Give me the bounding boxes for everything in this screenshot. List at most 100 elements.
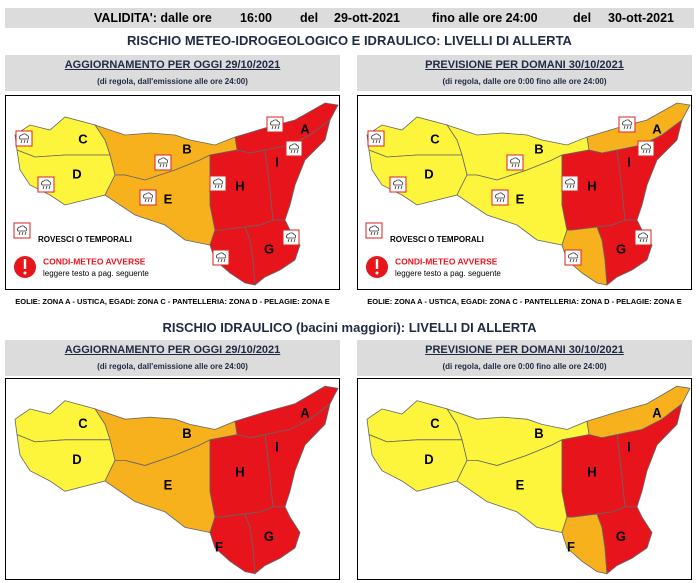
legend: ROVESCI O TEMPORALI CONDI-METEO AVVERSE le… xyxy=(13,222,149,278)
icon-cloud xyxy=(213,178,224,189)
storm-icon xyxy=(367,130,385,147)
zone-label: G xyxy=(264,241,274,256)
validity-from_time: 16:00 xyxy=(240,11,272,25)
panel-title: PREVISIONE PER DOMANI 30/10/2021 xyxy=(425,59,624,71)
icon-cloud xyxy=(510,157,521,168)
storm-icon xyxy=(506,154,524,171)
zone-label: I xyxy=(627,439,631,454)
legend-storms: ROVESCI O TEMPORALI xyxy=(38,235,132,244)
warning-dot xyxy=(375,271,379,275)
zone-label: C xyxy=(78,416,88,431)
storm-icon xyxy=(365,222,383,239)
panel-subtitle: (di regola, dalle ore 0:00 fino alle ore… xyxy=(442,77,607,86)
validity-label: VALIDITA': dalle ore xyxy=(94,11,212,25)
icon-cloud xyxy=(41,179,52,190)
zone-label: H xyxy=(235,464,244,479)
warning-dot xyxy=(23,271,27,275)
storm-icon xyxy=(561,175,579,192)
legend: ROVESCI O TEMPORALI CONDI-METEO AVVERSE le… xyxy=(365,222,501,278)
icon-cloud xyxy=(289,143,300,154)
icon-cloud xyxy=(143,192,154,203)
zone-label: D xyxy=(424,166,433,181)
panel-title: PREVISIONE PER DOMANI 30/10/2021 xyxy=(425,344,624,356)
validity-from_date: 29-ott-2021 xyxy=(334,11,400,25)
validity-from_del: del xyxy=(300,11,319,25)
storm-icon xyxy=(37,176,55,193)
zone-label: C xyxy=(430,416,440,431)
zone-label: D xyxy=(72,452,81,467)
icon-cloud xyxy=(638,232,649,243)
storm-icon xyxy=(139,189,157,206)
zone-label: I xyxy=(275,439,279,454)
panel-header xyxy=(357,340,692,376)
section-title: RISCHIO METEO-IDROGEOLOGICO E IDRAULICO:… xyxy=(127,33,572,48)
storm-icon xyxy=(13,222,31,239)
zone-label: E xyxy=(164,191,173,206)
panel-subtitle: (di regola, dall'emissione alle ore 24:0… xyxy=(97,77,248,86)
storm-icon xyxy=(15,130,33,147)
icon-cloud xyxy=(270,119,281,130)
zone-label: H xyxy=(587,178,596,193)
storm-icon xyxy=(634,229,652,246)
validity-to_date: 30-ott-2021 xyxy=(608,11,674,25)
zone-label: F xyxy=(567,539,575,554)
validity-to_del: del xyxy=(573,11,592,25)
legend-storms: ROVESCI O TEMPORALI xyxy=(390,235,484,244)
icon-cloud xyxy=(158,157,169,168)
zone-label: A xyxy=(652,121,662,136)
zone-label: A xyxy=(300,405,310,420)
storm-icon xyxy=(389,176,407,193)
zone-label: E xyxy=(516,191,525,206)
zone-label: C xyxy=(78,131,88,146)
panel-title: AGGIORNAMENTO PER OGGI 29/10/2021 xyxy=(64,59,281,71)
zone-label: D xyxy=(72,166,81,181)
panel-subtitle: (di regola, dall'emissione alle ore 24:0… xyxy=(97,362,248,371)
icon-cloud xyxy=(216,252,227,263)
validity-bar xyxy=(5,8,694,28)
zone-label: H xyxy=(587,464,596,479)
zone xyxy=(616,402,683,508)
zone xyxy=(264,402,331,508)
zone-label: A xyxy=(652,405,662,420)
panel-header xyxy=(357,55,692,91)
zone-label: G xyxy=(264,529,274,544)
panel-header xyxy=(5,55,340,91)
zone xyxy=(264,119,331,221)
storm-icon xyxy=(564,249,582,266)
zone-label: G xyxy=(616,241,626,256)
storm-icon xyxy=(154,154,172,171)
zone-label: A xyxy=(300,121,310,136)
zone-label: I xyxy=(627,154,631,169)
storm-icon xyxy=(209,175,227,192)
icon-cloud xyxy=(393,179,404,190)
icon-cloud xyxy=(371,133,382,144)
section-title: RISCHIO IDRAULICO (bacini maggiori): LIV… xyxy=(162,320,537,335)
warning-mark xyxy=(375,259,379,269)
storm-icon xyxy=(618,116,636,133)
zone-label: B xyxy=(534,426,543,441)
zone-label: E xyxy=(516,478,525,493)
zone-label: G xyxy=(616,529,626,544)
zone-label: B xyxy=(182,141,191,156)
panel-header xyxy=(5,340,340,376)
validity-to_label: fino alle ore 24:00 xyxy=(432,11,538,25)
icon-cloud xyxy=(286,232,297,243)
map: ABCDEFGHIROVESCI O TEMPORALICONDI-METEO … xyxy=(5,95,340,290)
zone-label: H xyxy=(235,178,244,193)
map: A B C D E F G H I xyxy=(5,378,340,580)
panel-title: AGGIORNAMENTO PER OGGI 29/10/2021 xyxy=(64,344,281,356)
map: A B C D E F G H I xyxy=(357,378,692,580)
storm-icon xyxy=(282,229,300,246)
icon-cloud xyxy=(641,143,652,154)
zone-label: E xyxy=(164,478,173,493)
warning-mark xyxy=(23,259,27,269)
zone-label: F xyxy=(215,539,223,554)
zone-note: EOLIE: ZONA A - USTICA, EGADI: ZONA C - … xyxy=(367,297,682,306)
storm-icon xyxy=(491,189,509,206)
storm-icon xyxy=(212,249,230,266)
storm-icon xyxy=(266,116,284,133)
icon-cloud xyxy=(19,133,30,144)
